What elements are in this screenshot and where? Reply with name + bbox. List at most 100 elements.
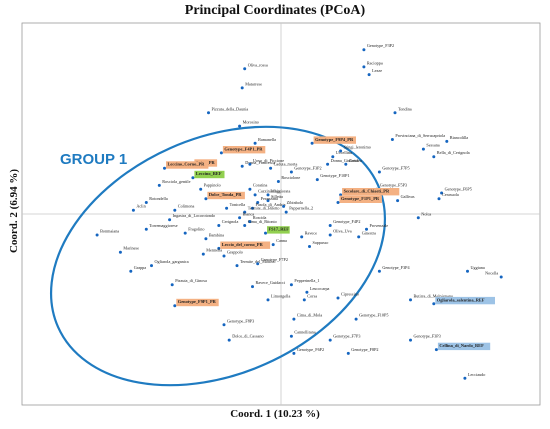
- point-marker: [243, 67, 247, 71]
- data-point: Pappernella_2: [284, 206, 313, 214]
- highlight-box: [435, 296, 495, 305]
- point-label: Ravece_Guidacci: [256, 280, 286, 285]
- point-label: Silletta: [271, 194, 283, 199]
- data-point: Bambina: [204, 232, 224, 241]
- point-label: Genotype_F7P2: [261, 257, 288, 262]
- group-1-ellipse: [49, 125, 387, 387]
- point-label: Marinese: [123, 246, 139, 251]
- point-label: Genotype_F6P2: [297, 347, 324, 352]
- point-label: Roscida: [253, 215, 267, 220]
- point-label: Maggiorata: [271, 188, 290, 193]
- data-point: FS17_REF: [264, 226, 290, 235]
- group-1-label: GROUP 1: [60, 151, 127, 168]
- point-label: Leucocarpa: [310, 286, 330, 291]
- point-marker: [243, 210, 247, 214]
- point-marker: [377, 170, 381, 174]
- point-label: Dolce_di_Cassano: [232, 334, 263, 339]
- data-point: Leccino_Corno_PR: [163, 161, 209, 170]
- data-point: Termite_del_Mottico: [235, 259, 276, 268]
- point-label: Sappusso: [313, 240, 329, 245]
- point-label: Genotype_F10P5: [359, 313, 388, 318]
- point-marker: [292, 317, 296, 321]
- point-marker: [173, 304, 177, 308]
- point-marker: [282, 204, 286, 208]
- point-marker: [437, 197, 441, 201]
- data-point: Grappa: [129, 265, 146, 273]
- point-marker: [129, 269, 133, 273]
- data-point: Genotype_F4P2: [328, 219, 360, 227]
- point-label: Colimona: [178, 204, 195, 209]
- point-label: Genotype_F3P3: [414, 334, 441, 339]
- point-marker: [390, 138, 394, 141]
- point-marker: [305, 290, 309, 294]
- point-marker: [336, 201, 340, 204]
- point-marker: [367, 73, 371, 77]
- point-marker: [440, 191, 444, 195]
- point-marker: [251, 285, 254, 289]
- point-label: Stingi_leronimo: [344, 145, 371, 150]
- highlight-box: [342, 188, 400, 196]
- point-marker: [251, 206, 254, 210]
- point-label: FS17_REF: [269, 227, 290, 232]
- point-marker: [217, 246, 221, 250]
- point-label: Caduta_morta: [274, 162, 298, 167]
- point-label: Uccellina: [336, 150, 352, 155]
- point-label: Coratina: [253, 183, 268, 188]
- point-label: Nocella: [485, 271, 498, 276]
- point-label: Ginestra: [362, 230, 376, 235]
- x-axis-title: Coord. 1 (10.23 %): [230, 408, 320, 420]
- point-label: Racioppa: [367, 60, 383, 65]
- point-marker: [432, 155, 436, 159]
- data-point: Bonmaiana: [95, 229, 119, 237]
- point-marker: [271, 243, 275, 247]
- point-label: Genotype_F3P2: [367, 43, 394, 48]
- point-label: Genotype_F8P2: [351, 347, 378, 352]
- highlight-box: [207, 191, 245, 200]
- point-label: Provenzale: [370, 223, 389, 228]
- data-point: Provinciana_di_Serracapriola: [390, 133, 445, 141]
- point-label: Ogliarola_garganica: [155, 259, 189, 264]
- data-point: Genotype_F3P2: [289, 166, 322, 174]
- point-marker: [222, 254, 226, 258]
- point-label: Uovo_di_Piccione: [253, 158, 284, 163]
- point-label: Ogliarola_salentina_REF: [437, 297, 485, 302]
- point-marker: [432, 302, 436, 306]
- data-point: Biancolilla: [445, 135, 468, 143]
- data-point: Uovo_di_Piccione: [248, 158, 284, 166]
- highlight-box: [176, 298, 219, 307]
- data-point: Genotype_F8P2: [346, 347, 379, 355]
- point-label: Leccino_REF: [196, 171, 222, 176]
- data-point: Mennella: [201, 248, 222, 256]
- point-label: Aclin: [136, 204, 146, 209]
- point-label: Ramanella: [258, 137, 276, 142]
- point-marker: [240, 164, 244, 168]
- data-point: Ramanella: [253, 137, 276, 145]
- point-marker: [191, 176, 195, 180]
- point-marker: [434, 348, 438, 352]
- data-point: Pepperinella_1: [289, 278, 320, 287]
- point-marker: [225, 206, 229, 210]
- point-label: Genotype_F6P5: [445, 187, 472, 192]
- data-point: Genotype_F10P1: [315, 173, 350, 182]
- data-point: Lezze: [367, 68, 382, 77]
- point-marker: [289, 283, 293, 287]
- data-point: Zibinbolo: [282, 200, 303, 208]
- data-point: Tonicella: [225, 202, 245, 210]
- point-label: Rosciolone: [281, 175, 300, 180]
- point-marker: [253, 193, 257, 197]
- point-label: Pappernella_2: [289, 206, 313, 211]
- point-label: Tondina: [398, 106, 412, 111]
- highlight-box: [313, 136, 356, 144]
- point-marker: [416, 216, 420, 220]
- point-marker: [300, 235, 304, 239]
- point-label: Limongella: [271, 293, 290, 298]
- point-label: Nolca: [421, 211, 431, 216]
- point-marker: [199, 187, 203, 191]
- point-label: Lecciaudo: [468, 372, 485, 377]
- data-point: Sappusso: [308, 240, 328, 248]
- point-label: Rosciola_gentile: [162, 179, 190, 184]
- point-marker: [168, 218, 172, 222]
- data-point: Leccino_REF: [191, 170, 225, 180]
- point-label: Ravece: [305, 230, 317, 235]
- data-point: Ogliarola_garganica: [150, 259, 189, 268]
